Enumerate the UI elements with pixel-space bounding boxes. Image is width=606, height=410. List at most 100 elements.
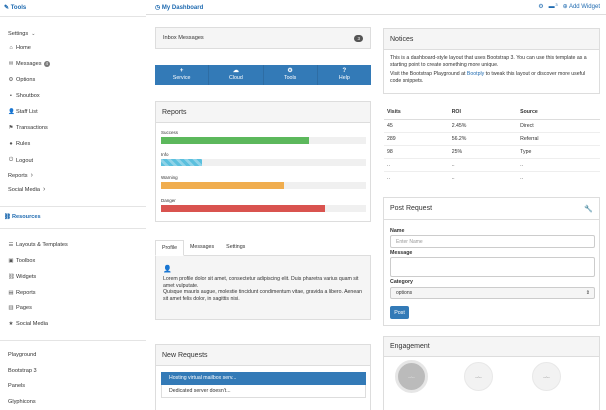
dial-1-value: --:--	[408, 374, 415, 379]
add-widget-link[interactable]: ⊕ Add Widget	[563, 3, 600, 10]
tab-messages[interactable]: Messages	[190, 244, 215, 250]
column-header: ROI	[448, 106, 518, 120]
progress-label: Danger	[161, 198, 176, 203]
sidebar-item-transactions[interactable]: ⚑ Transactions	[8, 125, 48, 131]
message-textarea[interactable]	[390, 257, 595, 277]
tab-profile[interactable]: Profile	[155, 240, 185, 256]
sidebar-item-logout[interactable]: ⏻ Logout	[8, 157, 33, 164]
book-icon: ▥	[8, 305, 14, 311]
sidebar-link-panels[interactable]: Panels	[8, 383, 26, 389]
plus-icon: +	[179, 68, 184, 74]
profile-text-2: Quisque mauris augue, molestie tincidunt…	[163, 289, 362, 302]
post-button[interactable]: Post	[390, 306, 409, 319]
request-list-item[interactable]: Hosting virtual mailbox serv...	[161, 372, 366, 385]
name-input[interactable]: Enter Name	[390, 235, 595, 248]
progress-label: Info	[161, 152, 169, 157]
request-list-item[interactable]: Dedicated server doesn't...	[161, 385, 366, 398]
table-row: 289 56.2% Referral	[384, 131, 600, 145]
top-navbar: ◷ My Dashboard ⚙ ▬ 3 ⊕ Add Widget	[146, 0, 606, 15]
sidebar-item-label: Transactions	[16, 125, 48, 131]
sidebar-link-bootstrap-3[interactable]: Bootstrap 3	[8, 368, 37, 374]
notices-text-1: This is a dashboard-style layout that us…	[390, 55, 587, 68]
sidebar-item-social-media[interactable]: Social Media ›	[8, 186, 45, 193]
resource-item-layouts-templates[interactable]: ☰ Layouts & Templates	[8, 242, 68, 248]
help-button[interactable]: ? Help	[317, 65, 371, 85]
resource-item-label: Social Media	[16, 321, 49, 327]
table-cell: 56.2%	[448, 131, 518, 145]
resource-item-toolbox[interactable]: ▣ Toolbox	[8, 258, 35, 264]
list-alt-icon: ▤	[8, 290, 14, 296]
chevron-right-icon: ›	[30, 172, 33, 179]
service-button[interactable]: + Service	[155, 65, 210, 85]
messages-icon[interactable]: ▬ 3	[548, 1, 558, 10]
resource-item-pages[interactable]: ▥ Pages	[8, 305, 32, 311]
sidebar-item-label: Logout	[16, 157, 34, 164]
flag-icon: ⚑	[8, 125, 14, 131]
settings-label: Settings	[8, 31, 29, 37]
table-row: ......	[384, 170, 600, 184]
resource-item-label: Pages	[16, 305, 32, 311]
link-icon: ⛓	[4, 214, 11, 220]
post-request-title: Post Request	[390, 205, 433, 212]
dashboard-link[interactable]: ◷ My Dashboard	[155, 4, 203, 11]
dashboard-title: My Dashboard	[161, 5, 204, 11]
envelope-icon: ✉	[8, 61, 14, 67]
sidebar-brand-label: Tools	[10, 5, 27, 11]
notices-title: Notices	[384, 29, 599, 50]
sidebar-link-glyphicons[interactable]: Glyphicons	[8, 399, 36, 405]
divider	[0, 340, 146, 341]
sidebar-item-options[interactable]: ⚙ Options	[8, 77, 36, 83]
new-requests-title: New Requests	[156, 345, 370, 366]
table-cell: ..	[448, 157, 518, 171]
table-cell: ..	[384, 157, 449, 171]
sidebar-item-staff-list[interactable]: 👤 Staff List	[8, 109, 38, 115]
resource-item-label: Reports	[16, 290, 36, 296]
sidebar-item-reports[interactable]: Reports ›	[8, 172, 33, 179]
sidebar-item-label: Options	[16, 77, 36, 83]
sidebar-resources-header[interactable]: ⛓ Resources	[4, 214, 41, 220]
gear-icon: ⚙	[8, 77, 14, 83]
notices-panel: Notices This is a dashboard-style layout…	[383, 28, 600, 94]
sidebar-item-shoutbox[interactable]: ▪ Shoutbox	[8, 93, 40, 99]
sidebar-item-label: Rules	[16, 141, 31, 147]
tab-settings[interactable]: Settings	[226, 244, 246, 250]
progress-bar-success	[161, 137, 366, 144]
notices-text-2: Visit the Bootstrap Playground at Bootpl…	[384, 68, 599, 84]
engagement-title: Engagement	[384, 337, 599, 357]
column-header: Visits	[384, 106, 449, 120]
sidebar-item-home[interactable]: ⌂ Home	[8, 45, 31, 51]
sidebar-item-messages[interactable]: ✉ Messages 4	[8, 61, 51, 67]
progress-fill	[161, 137, 309, 144]
divider	[0, 228, 146, 229]
resource-item-label: Widgets	[16, 274, 37, 280]
resource-item-reports[interactable]: ▤ Reports	[8, 290, 36, 296]
tools-button[interactable]: ⚙ Tools	[263, 65, 318, 85]
inbox-label: Inbox Messages	[163, 35, 204, 41]
table-cell: ..	[517, 157, 600, 171]
progress-bar-warning	[161, 182, 366, 189]
resource-item-widgets[interactable]: ⛓ Widgets	[8, 274, 36, 280]
action-button-label: Help	[338, 75, 350, 81]
table-cell: Type	[517, 144, 600, 158]
sidebar-item-rules[interactable]: ● Rules	[8, 141, 30, 147]
category-select[interactable]: options ⇕	[390, 287, 595, 299]
cloud-button[interactable]: ☁ Cloud	[209, 65, 264, 85]
action-button-group: + Service ☁ Cloud ⚙ Tools? Help	[155, 65, 371, 85]
sidebar-settings-toggle[interactable]: Settings ⌄	[8, 31, 35, 37]
wrench-icon[interactable]: 🔧	[584, 205, 593, 213]
sidebar-link-playground[interactable]: Playground	[8, 352, 37, 358]
messages-count-badge: 4	[43, 61, 51, 67]
link-icon: ⛓	[8, 274, 15, 280]
profile-tabs: Profile Messages Settings	[155, 240, 371, 256]
gear-icon[interactable]: ⚙	[538, 4, 544, 10]
sidebar-brand[interactable]: ✎ Tools	[4, 5, 27, 11]
sidebar-item-label: Home	[16, 45, 31, 51]
resource-item-social-media[interactable]: ★ Social Media	[8, 321, 49, 327]
sidebar-item-label: Shoutbox	[16, 93, 40, 99]
resource-item-label: Toolbox	[16, 258, 36, 264]
inbox-messages[interactable]: Inbox Messages 3	[155, 27, 371, 49]
category-value: options	[396, 290, 413, 296]
dial-2-value: --:--	[475, 374, 482, 379]
divider	[0, 16, 146, 17]
bootply-link[interactable]: Bootply	[466, 71, 485, 78]
